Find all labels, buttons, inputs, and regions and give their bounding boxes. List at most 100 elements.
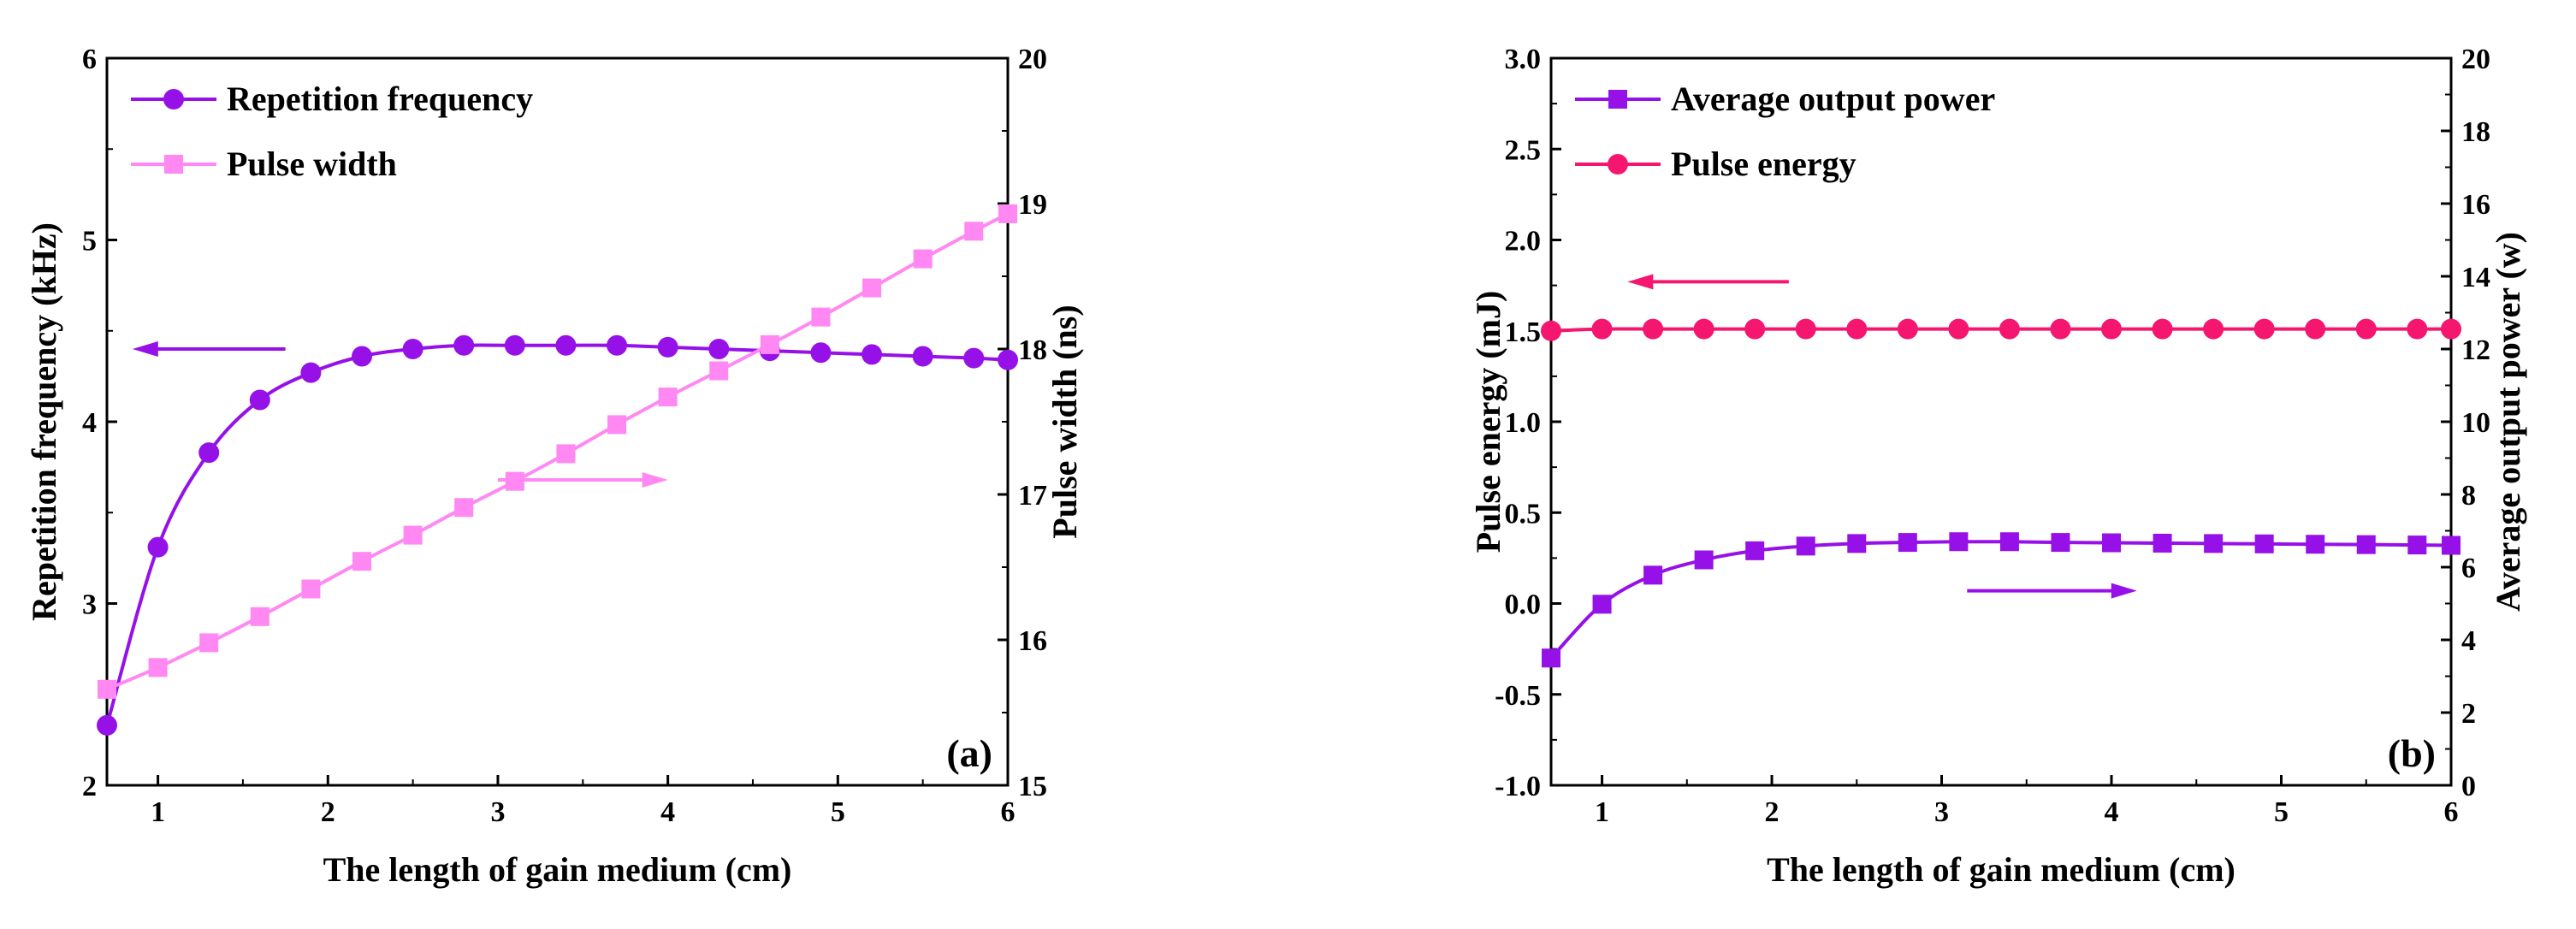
data-point [862, 344, 883, 365]
legend-item: Pulse width [131, 145, 397, 183]
data-point [2407, 536, 2427, 555]
data-point [556, 444, 576, 464]
data-point [352, 552, 372, 571]
data-point [2442, 536, 2461, 555]
panel-label: (a) [946, 731, 992, 775]
y-right-tick-label: 15 [1018, 771, 1047, 802]
y-left-tick-label: -1.0 [1495, 771, 1541, 802]
data-point [402, 339, 423, 359]
y-left-tick-label: 1.0 [1505, 407, 1542, 439]
data-point [998, 204, 1017, 223]
data-point [708, 339, 730, 359]
y-right-tick-label: 19 [1018, 189, 1047, 221]
data-point [555, 334, 577, 356]
legend-label: Repetition frequency [227, 80, 533, 118]
data-point [658, 388, 678, 407]
y-right-tick-label: 4 [2461, 625, 2476, 657]
series-pulse-width [98, 204, 1017, 699]
y-left-tick-label: 5 [82, 226, 97, 257]
x-tick-label: 2 [1765, 796, 1780, 828]
y-right-tick-label: 16 [2461, 189, 2490, 221]
data-point [2152, 318, 2173, 340]
data-point [862, 278, 882, 298]
chart-panel-b: 1 2 3 4 5 6-1.0-0.50.00.51.01.52.02.53.002468… [1469, 44, 2527, 889]
data-point [760, 334, 779, 354]
data-point [2407, 318, 2428, 340]
data-point [2101, 318, 2123, 340]
data-point [2051, 533, 2070, 553]
data-point [403, 525, 423, 545]
series-repetition-frequency [97, 334, 1018, 736]
data-point [2254, 534, 2274, 553]
data-point [810, 342, 832, 364]
series-line [1549, 540, 2452, 660]
data-point [453, 334, 475, 356]
data-point [657, 336, 678, 358]
panel-label: (b) [2388, 731, 2436, 775]
y-right-tick-label: 8 [2461, 480, 2476, 512]
data-point [607, 415, 627, 435]
y-right-tick-label: 20 [1018, 44, 1047, 75]
series-average-output-power [1542, 532, 2461, 668]
legend-marker [1608, 90, 1627, 109]
y-right-axis-title: Pulse width (ns) [1045, 305, 1084, 538]
direction-arrow-head [2111, 583, 2137, 599]
legend-label: Pulse width [227, 145, 397, 183]
y-left-tick-label: 2.5 [1505, 134, 1542, 166]
y-right-tick-label: 20 [2461, 44, 2490, 75]
data-point [504, 334, 525, 356]
x-tick-label: 1 [1595, 796, 1609, 828]
data-point [2441, 318, 2461, 340]
y-left-tick-label: 3 [82, 589, 97, 621]
data-point [2204, 534, 2224, 553]
data-point [1591, 318, 1613, 340]
data-point [998, 349, 1018, 370]
data-point [1592, 595, 1612, 614]
series-pulse-energy [1541, 318, 2461, 341]
data-point [1847, 534, 1867, 553]
legend-marker [163, 89, 184, 109]
data-point [2355, 318, 2377, 340]
data-point [2306, 535, 2325, 554]
data-point [98, 679, 116, 699]
data-point [1693, 318, 1714, 340]
y-left-tick-label: 6 [82, 44, 97, 75]
y-right-tick-label: 2 [2461, 698, 2476, 730]
data-point [1898, 533, 1917, 553]
x-tick-label: 1 [151, 796, 165, 828]
y-left-tick-label: 1.5 [1505, 317, 1542, 348]
data-point [1541, 320, 1561, 341]
data-point [1948, 318, 1969, 340]
x-tick-label: 5 [831, 796, 845, 828]
legend-item: Pulse energy [1575, 145, 1856, 183]
x-tick-label: 5 [2274, 796, 2289, 828]
data-point [2253, 318, 2275, 340]
data-point [2153, 533, 2172, 553]
data-point [912, 346, 933, 367]
data-point [301, 579, 321, 599]
data-point [249, 389, 270, 411]
data-point [1745, 541, 1765, 560]
legend-item: Average output power [1575, 80, 1995, 118]
data-point [811, 307, 831, 327]
data-point [1796, 536, 1815, 556]
x-tick-label: 4 [660, 796, 675, 828]
x-tick-label: 6 [1001, 796, 1016, 828]
y-left-tick-label: 3.0 [1505, 44, 1542, 75]
data-point [2102, 533, 2122, 553]
legend-label: Average output power [1671, 80, 1995, 118]
x-tick-label: 3 [490, 796, 505, 828]
x-tick-label: 2 [321, 796, 335, 828]
data-point [352, 346, 373, 367]
data-point [913, 249, 933, 269]
y-left-tick-label: 2 [82, 771, 97, 802]
data-point [2050, 318, 2071, 340]
data-point [963, 347, 985, 369]
data-point [1694, 550, 1714, 570]
y-left-tick-label: 4 [82, 407, 97, 439]
data-point [2203, 318, 2224, 340]
direction-arrow-head [642, 472, 668, 488]
data-point [1643, 318, 1664, 340]
y-right-tick-label: 16 [1018, 625, 1047, 657]
data-point [1949, 532, 1969, 552]
